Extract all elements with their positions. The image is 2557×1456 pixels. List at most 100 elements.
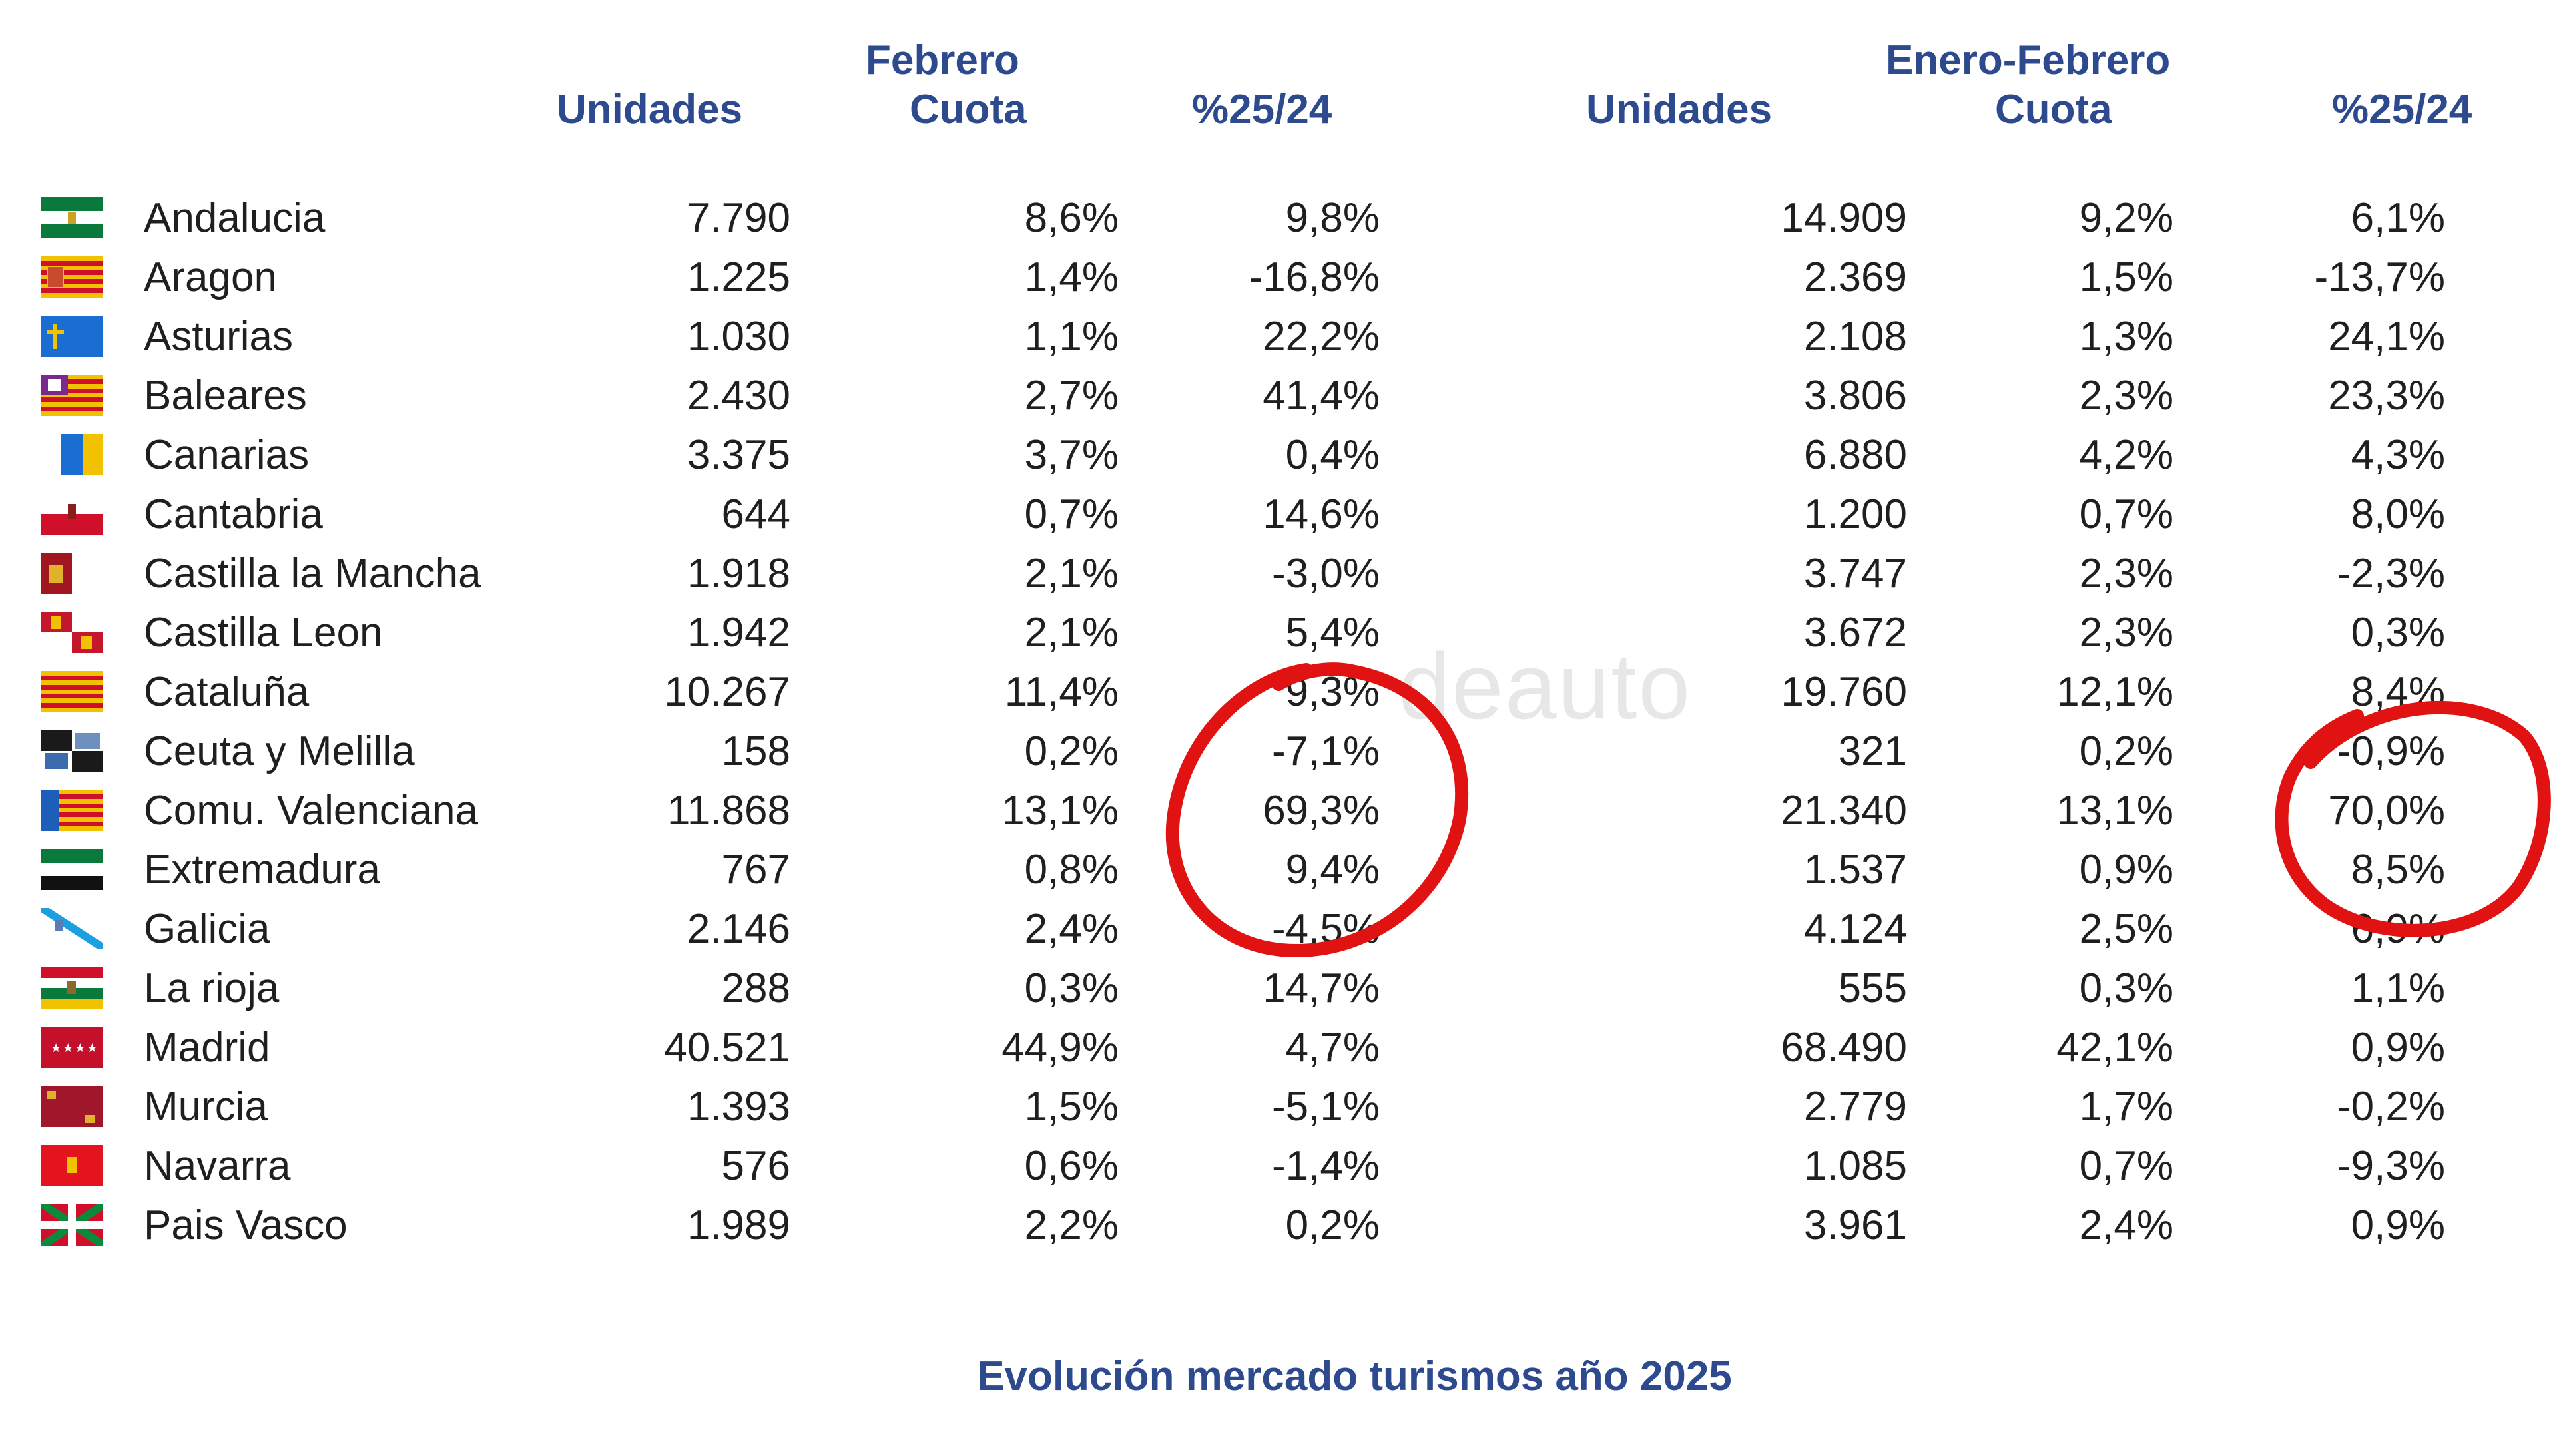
ceuta-melilla-flag-icon (41, 730, 103, 772)
valenciana-flag-icon (41, 790, 103, 831)
asturias-flag-icon (41, 316, 103, 357)
castilla-leon-flag-icon (41, 612, 103, 653)
feb-share-cell: 0,2% (1024, 728, 1119, 774)
region-name: Comu. Valenciana (144, 788, 479, 834)
ytd-units-cell: 1.537 (1803, 847, 1907, 893)
ytd-share-cell: 42,1% (2056, 1025, 2173, 1071)
ytd-units-cell: 3.806 (1803, 373, 1907, 419)
ytd-share-cell: 2,5% (2079, 906, 2173, 952)
feb-share-cell: 8,6% (1024, 195, 1119, 241)
watermark: deauto (1398, 634, 1692, 738)
ytd-units-cell: 1.200 (1803, 491, 1907, 537)
feb-share-cell: 1,5% (1024, 1084, 1119, 1130)
ytd-share-cell: 13,1% (2056, 788, 2173, 834)
feb-change-cell: 14,7% (1263, 965, 1380, 1011)
feb-units-cell: 767 (721, 847, 790, 893)
ytd-share-cell: 2,3% (2079, 610, 2173, 656)
table-row: Asturias 1.030 1,1% 22,2% 2.108 1,3% 24,1% (0, 310, 2557, 369)
header-feb-share: Cuota (910, 87, 1027, 132)
table-row: Murcia 1.393 1,5% -5,1% 2.779 1,7% -0,2% (0, 1081, 2557, 1139)
feb-units-cell: 288 (721, 965, 790, 1011)
ytd-change-cell: 70,0% (2328, 788, 2445, 834)
pais-vasco-flag-icon (41, 1204, 103, 1246)
region-name: Ceuta y Melilla (144, 728, 415, 774)
region-name: Castilla Leon (144, 610, 383, 656)
ytd-share-cell: 2,3% (2079, 373, 2173, 419)
region-name: Navarra (144, 1143, 291, 1189)
castilla-la-mancha-flag-icon (41, 553, 103, 594)
feb-units-cell: 1.030 (687, 314, 790, 360)
ytd-change-cell: 0,9% (2351, 1025, 2445, 1071)
ytd-change-cell: 8,5% (2351, 847, 2445, 893)
feb-units-cell: 576 (721, 1143, 790, 1189)
murcia-flag-icon (41, 1086, 103, 1127)
feb-share-cell: 3,7% (1024, 432, 1119, 478)
feb-share-cell: 13,1% (1001, 788, 1119, 834)
feb-units-cell: 644 (721, 491, 790, 537)
feb-units-cell: 1.942 (687, 610, 790, 656)
region-name: Andalucia (144, 195, 326, 241)
ytd-units-cell: 3.672 (1803, 610, 1907, 656)
table-row: Navarra 576 0,6% -1,4% 1.085 0,7% -9,3% (0, 1140, 2557, 1198)
region-name: Aragon (144, 254, 277, 300)
feb-share-cell: 44,9% (1001, 1025, 1119, 1071)
table-row: Canarias 3.375 3,7% 0,4% 6.880 4,2% 4,3% (0, 429, 2557, 487)
ytd-units-cell: 321 (1838, 728, 1907, 774)
feb-change-cell: 9,4% (1285, 847, 1380, 893)
table-row: Ceuta y Melilla 158 0,2% -7,1% 321 0,2% -0,9% (0, 725, 2557, 784)
table-row: La rioja 288 0,3% 14,7% 555 0,3% 1,1% (0, 962, 2557, 1021)
ytd-units-cell: 2.108 (1803, 314, 1907, 360)
extremadura-flag-icon (41, 849, 103, 890)
feb-units-cell: 2.430 (687, 373, 790, 419)
ytd-share-cell: 12,1% (2056, 669, 2173, 715)
ytd-change-cell: -9,3% (2337, 1143, 2445, 1189)
feb-units-cell: 2.146 (687, 906, 790, 952)
header-ytd-group: Enero-Febrero (1886, 37, 2171, 83)
feb-change-cell: -1,4% (1272, 1143, 1380, 1189)
ytd-change-cell: -0,2% (2337, 1084, 2445, 1130)
navarra-flag-icon (41, 1145, 103, 1186)
ytd-change-cell: 6,1% (2351, 195, 2445, 241)
ytd-units-cell: 555 (1838, 965, 1907, 1011)
feb-units-cell: 1.225 (687, 254, 790, 300)
ytd-units-cell: 14.909 (1781, 195, 1907, 241)
feb-share-cell: 2,1% (1024, 551, 1119, 597)
ytd-share-cell: 4,2% (2079, 432, 2173, 478)
ytd-units-cell: 3.747 (1803, 551, 1907, 597)
feb-share-cell: 11,4% (1004, 669, 1119, 715)
feb-change-cell: -16,8% (1249, 254, 1380, 300)
header-ytd-units: Unidades (1586, 87, 1773, 132)
ytd-share-cell: 0,7% (2079, 1143, 2173, 1189)
annotation-circle-ytd (2275, 700, 2551, 937)
region-name: Baleares (144, 373, 307, 419)
cantabria-flag-icon (41, 493, 103, 535)
aragon-flag-icon (41, 256, 103, 298)
region-name: Madrid (144, 1025, 270, 1071)
feb-share-cell: 2,4% (1024, 906, 1119, 952)
header-feb-group: Febrero (866, 37, 1019, 83)
feb-units-cell: 1.393 (687, 1084, 790, 1130)
feb-share-cell: 2,1% (1024, 610, 1119, 656)
ytd-units-cell: 6.880 (1803, 432, 1907, 478)
region-name: Asturias (144, 314, 293, 360)
ytd-share-cell: 0,9% (2079, 847, 2173, 893)
ytd-units-cell: 3.961 (1803, 1202, 1907, 1248)
header-feb-units: Unidades (557, 87, 743, 132)
table-row: Andalucia 7.790 8,6% 9,8% 14.909 9,2% 6,1% (0, 192, 2557, 250)
ytd-change-cell: 24,1% (2328, 314, 2445, 360)
ytd-units-cell: 2.779 (1803, 1084, 1907, 1130)
feb-units-cell: 7.790 (687, 195, 790, 241)
table-row: Cantabria 644 0,7% 14,6% 1.200 0,7% 8,0% (0, 488, 2557, 547)
region-name: Murcia (144, 1084, 268, 1130)
feb-share-cell: 0,3% (1024, 965, 1119, 1011)
ytd-share-cell: 0,2% (2079, 728, 2173, 774)
feb-change-cell: 5,4% (1285, 610, 1380, 656)
ytd-units-cell: 4.124 (1803, 906, 1907, 952)
table-row: Castilla Leon 1.942 2,1% 5,4% 3.672 2,3% 0,3% (0, 607, 2557, 665)
feb-change-cell: 9,8% (1285, 195, 1380, 241)
header-ytd-share: Cuota (1995, 87, 2112, 132)
ytd-share-cell: 0,3% (2079, 965, 2173, 1011)
region-name: Canarias (144, 432, 310, 478)
madrid-flag-icon: ★★★★ (41, 1027, 103, 1068)
feb-change-cell: -5,1% (1272, 1084, 1380, 1130)
